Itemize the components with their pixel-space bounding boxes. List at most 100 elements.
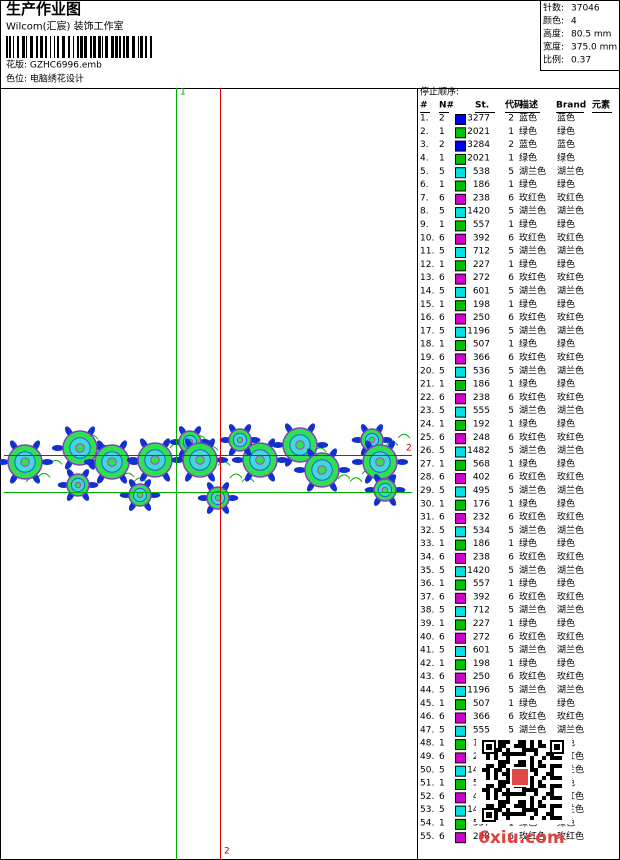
qr-cell xyxy=(506,808,510,812)
color-number: 1 xyxy=(439,619,445,629)
qr-cell xyxy=(510,792,514,796)
stitches: 1420 xyxy=(467,566,490,576)
color-swatch xyxy=(455,260,466,272)
qr-cell xyxy=(530,788,534,792)
description: 绿色 xyxy=(519,417,537,429)
qr-cell xyxy=(502,800,506,804)
color-number: 6 xyxy=(439,513,445,523)
qr-cell xyxy=(534,768,538,772)
color-swatch xyxy=(455,300,466,312)
stitches: 192 xyxy=(473,419,490,429)
qr-finder xyxy=(554,744,560,750)
leaf xyxy=(293,467,306,473)
qr-cell xyxy=(550,792,554,796)
row-index: 42. xyxy=(420,659,434,669)
brand: 玫红色 xyxy=(557,550,584,562)
color-swatch xyxy=(455,366,466,378)
column-header: St. xyxy=(475,101,489,111)
qr-cell xyxy=(502,772,506,776)
stitches: 232 xyxy=(473,513,490,523)
bar-stripe xyxy=(13,36,14,58)
color-swatch xyxy=(455,712,466,724)
qr-cell xyxy=(554,796,558,800)
stat-value: 375.0 mm xyxy=(571,43,617,53)
qr-cell xyxy=(542,764,546,768)
brand: 绿色 xyxy=(557,697,575,709)
brand: 绿色 xyxy=(557,577,575,589)
stat-label: 颜色: xyxy=(543,15,564,27)
qr-cell xyxy=(522,812,526,816)
description: 湖兰色 xyxy=(519,644,546,656)
stitches: 534 xyxy=(473,526,490,536)
color-number: 6 xyxy=(439,273,445,283)
qr-cell xyxy=(538,740,542,744)
color-number: 6 xyxy=(439,233,445,243)
qr-cell xyxy=(506,800,510,804)
row-index: 43. xyxy=(420,672,434,682)
color-swatch xyxy=(455,539,466,551)
row-index: 18. xyxy=(420,340,434,350)
qr-cell xyxy=(506,780,510,784)
color-number: 2 xyxy=(439,140,445,150)
color-number: 1 xyxy=(439,380,445,390)
brand: 玫红色 xyxy=(557,351,584,363)
qr-cell xyxy=(530,748,534,752)
color-position: 色位: 电脑绣花设计 xyxy=(6,73,84,85)
bar-stripe xyxy=(105,36,108,58)
code: 5 xyxy=(508,406,514,416)
brand: 玫红色 xyxy=(557,471,584,483)
leaf xyxy=(316,442,329,448)
qr-cell xyxy=(534,792,538,796)
stitches: 272 xyxy=(473,632,490,642)
subtitle: Wilcom(汇宸) 装饰工作室 xyxy=(6,19,124,32)
color-swatch xyxy=(455,725,466,737)
qr-cell xyxy=(506,816,510,820)
description: 绿色 xyxy=(519,577,537,589)
qr-cell xyxy=(494,796,498,800)
color-swatch xyxy=(455,326,466,338)
color-number: 1 xyxy=(439,579,445,589)
qr-cell xyxy=(518,740,522,744)
bar-stripe xyxy=(57,36,59,58)
code: 6 xyxy=(508,233,514,243)
qr-watermark xyxy=(476,736,572,824)
qr-cell xyxy=(498,800,502,804)
bar-stripe xyxy=(17,36,19,58)
qr-cell xyxy=(506,760,510,764)
brand: 蓝色 xyxy=(557,112,575,124)
code: 5 xyxy=(508,526,514,536)
qr-cell xyxy=(558,796,562,800)
color-swatch xyxy=(455,153,466,165)
stat-label: 高度: xyxy=(543,28,564,40)
description: 湖兰色 xyxy=(519,604,546,616)
code: 1 xyxy=(508,153,514,163)
description: 玫红色 xyxy=(519,471,546,483)
leaf xyxy=(276,457,289,463)
qr-cell xyxy=(550,796,554,800)
color-number: 6 xyxy=(439,712,445,722)
qr-cell xyxy=(514,812,518,816)
color-number: 1 xyxy=(439,539,445,549)
description: 玫红色 xyxy=(519,670,546,682)
qr-cell xyxy=(518,752,522,756)
qr-cell xyxy=(542,804,546,808)
bar-stripe xyxy=(22,36,25,58)
qr-cell xyxy=(506,752,510,756)
qr-cell xyxy=(526,788,530,792)
brand: 绿色 xyxy=(557,218,575,230)
description: 绿色 xyxy=(519,125,537,137)
color-number: 6 xyxy=(439,353,445,363)
row-index: 9. xyxy=(420,220,429,230)
color-swatch xyxy=(455,433,466,445)
qr-cell xyxy=(498,748,502,752)
code: 6 xyxy=(508,832,514,842)
qr-cell xyxy=(530,756,534,760)
stat-label: 针数: xyxy=(543,2,564,14)
qr-cell xyxy=(522,800,526,804)
qr-cell xyxy=(498,744,502,748)
qr-cell xyxy=(518,764,522,768)
qr-cell xyxy=(502,752,506,756)
row-index: 39. xyxy=(420,619,434,629)
qr-cell xyxy=(502,740,506,744)
leaf xyxy=(171,457,184,463)
